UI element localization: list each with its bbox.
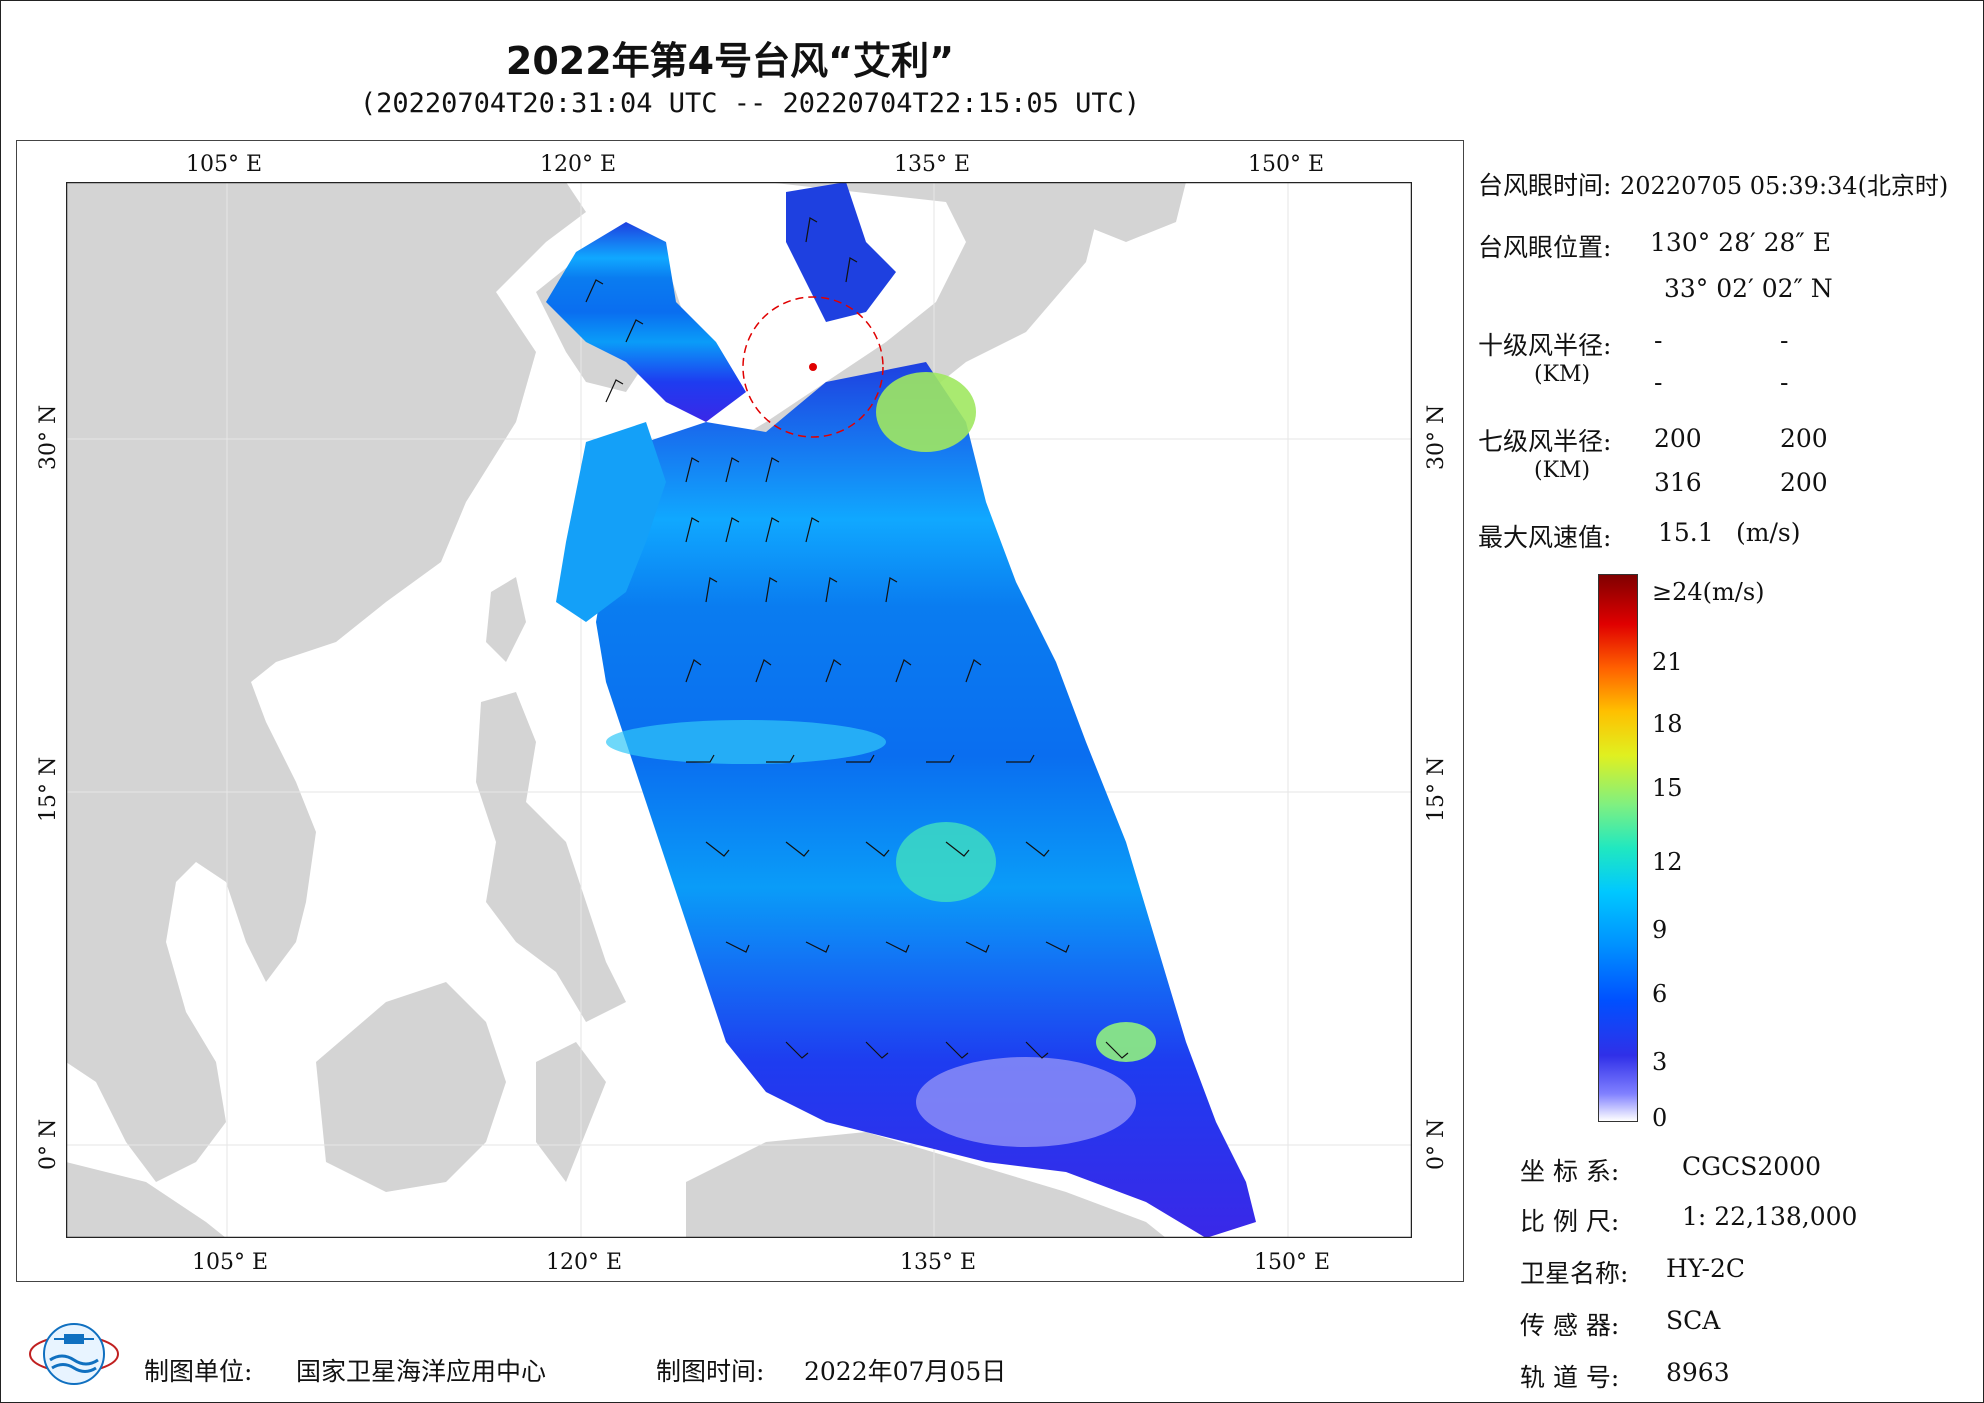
wind-map[interactable] bbox=[66, 182, 1412, 1238]
crs-value: CGCS2000 bbox=[1682, 1152, 1821, 1181]
eye-time-value: 20220705 05:39:34(北京时) bbox=[1620, 172, 1949, 200]
lon-label-top-120: 120° E bbox=[540, 152, 617, 177]
lat-label-left-30: 30° N bbox=[36, 404, 61, 470]
mapping-unit-value: 国家卫星海洋应用中心 bbox=[296, 1357, 547, 1386]
high-wind-zone-south-japan bbox=[876, 372, 976, 452]
colorbar-label-21: 21 bbox=[1652, 648, 1683, 676]
r7-value-3: 316 bbox=[1654, 468, 1702, 497]
new-guinea-land bbox=[686, 1132, 1166, 1238]
colorbar-label-24: ≥24(m/s) bbox=[1652, 578, 1765, 606]
lon-label-bottom-150: 150° E bbox=[1254, 1250, 1331, 1275]
wind-swath-north bbox=[546, 222, 746, 422]
mapping-time-label: 制图时间: bbox=[656, 1357, 765, 1386]
colorbar-label-18: 18 bbox=[1652, 710, 1683, 738]
r10-value-1: - bbox=[1654, 326, 1663, 355]
typhoon-radius-circle bbox=[742, 296, 884, 438]
r7-unit: (KM) bbox=[1534, 458, 1591, 483]
hokkaido-land bbox=[1046, 182, 1186, 242]
satellite-value: HY-2C bbox=[1666, 1254, 1746, 1283]
mapping-time-value: 2022年07月05日 bbox=[804, 1357, 1007, 1386]
high-wind-zone-central bbox=[896, 822, 996, 902]
lat-label-right-15: 15° N bbox=[1424, 756, 1449, 822]
lat-label-left-15: 15° N bbox=[36, 756, 61, 822]
lon-label-top-150: 150° E bbox=[1248, 152, 1325, 177]
r10-unit: (KM) bbox=[1534, 362, 1591, 387]
lon-label-bottom-135: 135° E bbox=[900, 1250, 977, 1275]
r10-label: 十级风半径: bbox=[1478, 331, 1612, 360]
high-wind-zone-east bbox=[1096, 1022, 1156, 1062]
moderate-wind-band bbox=[606, 720, 886, 764]
lon-label-bottom-120: 120° E bbox=[546, 1250, 623, 1275]
max-wind-value: 15.1 bbox=[1658, 518, 1714, 547]
max-wind-label: 最大风速值: bbox=[1478, 523, 1612, 552]
r7-value-1: 200 bbox=[1654, 424, 1702, 453]
lon-label-top-105: 105° E bbox=[186, 152, 263, 177]
scale-value: 1: 22,138,000 bbox=[1682, 1202, 1858, 1231]
lon-label-top-135: 135° E bbox=[894, 152, 971, 177]
satellite-label: 卫星名称: bbox=[1520, 1259, 1629, 1288]
sensor-label: 传 感 器: bbox=[1520, 1311, 1620, 1340]
sumatra-land bbox=[66, 1162, 226, 1238]
colorbar-label-3: 3 bbox=[1652, 1048, 1668, 1076]
typhoon-eye-marker bbox=[809, 363, 817, 371]
lat-label-right-0: 0° N bbox=[1424, 1118, 1449, 1170]
crs-label: 坐 标 系: bbox=[1520, 1157, 1620, 1186]
r7-label: 七级风半径: bbox=[1478, 427, 1612, 456]
eye-latitude: 33° 02′ 02″ N bbox=[1664, 274, 1833, 303]
colorbar-label-0: 0 bbox=[1652, 1104, 1668, 1132]
r7-value-4: 200 bbox=[1780, 468, 1828, 497]
wind-swath-japan bbox=[786, 182, 896, 322]
r10-value-4: - bbox=[1780, 368, 1789, 397]
philippines-land bbox=[476, 692, 626, 1022]
r10-value-3: - bbox=[1654, 368, 1663, 397]
sulawesi-land bbox=[536, 1042, 606, 1182]
orbit-label: 轨 道 号: bbox=[1520, 1363, 1620, 1392]
lat-label-right-30: 30° N bbox=[1424, 404, 1449, 470]
map-subtitle: (20220704T20:31:04 UTC -- 20220704T22:15… bbox=[359, 88, 1141, 119]
r10-value-2: - bbox=[1780, 326, 1789, 355]
map-border bbox=[66, 182, 1412, 1238]
sensor-value: SCA bbox=[1666, 1306, 1721, 1335]
eye-longitude: 130° 28′ 28″ E bbox=[1650, 228, 1831, 257]
lon-label-bottom-105: 105° E bbox=[192, 1250, 269, 1275]
wind-speed-colorbar bbox=[1598, 574, 1638, 1122]
wind-swath-main bbox=[596, 362, 1256, 1238]
orbit-value: 8963 bbox=[1666, 1358, 1730, 1387]
max-wind-unit: (m/s) bbox=[1736, 518, 1801, 547]
calm-zone-south bbox=[916, 1057, 1136, 1147]
map-title: 2022年第4号台风“艾利” bbox=[505, 39, 955, 83]
colorbar-label-15: 15 bbox=[1652, 774, 1683, 802]
scale-label: 比 例 尺: bbox=[1520, 1207, 1620, 1236]
mapping-unit-label: 制图单位: bbox=[144, 1357, 253, 1386]
eye-time-label: 台风眼时间: bbox=[1478, 171, 1612, 200]
borneo-land bbox=[316, 982, 506, 1192]
nsoas-logo-icon bbox=[29, 1323, 119, 1385]
colorbar-label-12: 12 bbox=[1652, 848, 1683, 876]
map-panel bbox=[16, 140, 1464, 1282]
wind-barbs bbox=[585, 217, 1129, 1059]
taiwan-land bbox=[486, 577, 526, 662]
r7-value-2: 200 bbox=[1780, 424, 1828, 453]
wind-swath-west-coast bbox=[556, 422, 666, 622]
eye-position-label: 台风眼位置: bbox=[1478, 233, 1612, 262]
asia-mainland-land bbox=[66, 182, 586, 1182]
lat-label-left-0: 0° N bbox=[36, 1118, 61, 1170]
colorbar-label-9: 9 bbox=[1652, 916, 1668, 944]
colorbar-label-6: 6 bbox=[1652, 980, 1668, 1008]
